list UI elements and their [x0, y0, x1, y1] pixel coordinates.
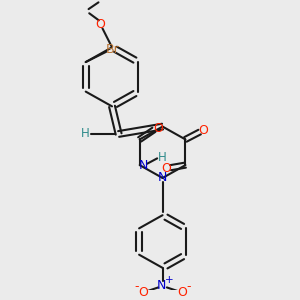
Text: Br: Br	[106, 44, 120, 56]
Text: O: O	[139, 286, 148, 299]
Text: H: H	[158, 151, 167, 164]
Text: -: -	[187, 280, 191, 292]
Text: -: -	[134, 280, 138, 292]
Text: N: N	[157, 279, 167, 292]
Text: N: N	[158, 172, 167, 184]
Text: O: O	[177, 286, 187, 299]
Text: O: O	[153, 122, 163, 135]
Text: O: O	[95, 18, 105, 31]
Text: N: N	[139, 159, 148, 172]
Text: O: O	[161, 163, 171, 176]
Text: O: O	[199, 124, 208, 137]
Text: H: H	[81, 128, 90, 140]
Text: +: +	[165, 275, 173, 285]
